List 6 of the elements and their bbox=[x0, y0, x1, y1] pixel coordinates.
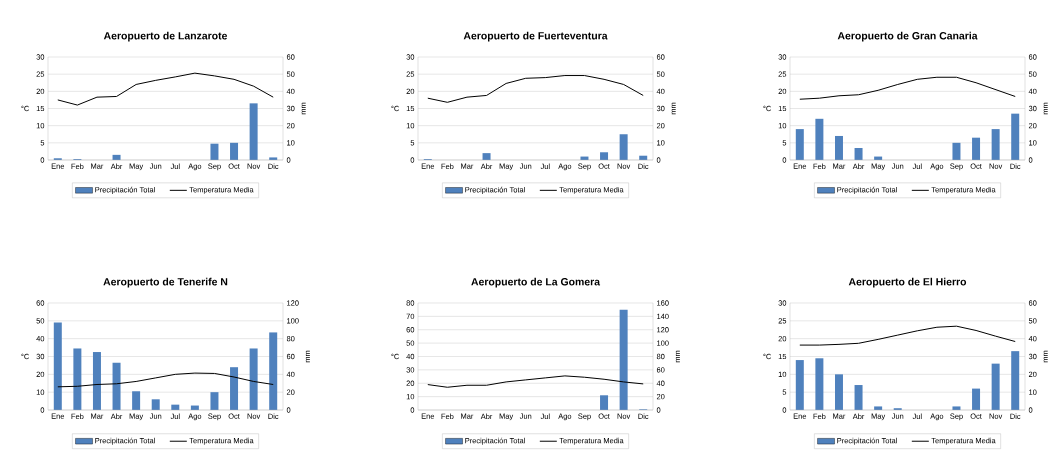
chart-title: Aeropuerto de Tenerife N bbox=[103, 277, 228, 288]
chart-title: Aeropuerto de Lanzarote bbox=[103, 31, 228, 42]
chart-title: Aeropuerto de El Hierro bbox=[848, 277, 967, 288]
chart-title: Aeropuerto de La Gomera bbox=[471, 277, 601, 288]
chart-title: Aeropuerto de Fuerteventura bbox=[463, 31, 608, 42]
chart-title: Aeropuerto de Gran Canaria bbox=[837, 31, 978, 42]
